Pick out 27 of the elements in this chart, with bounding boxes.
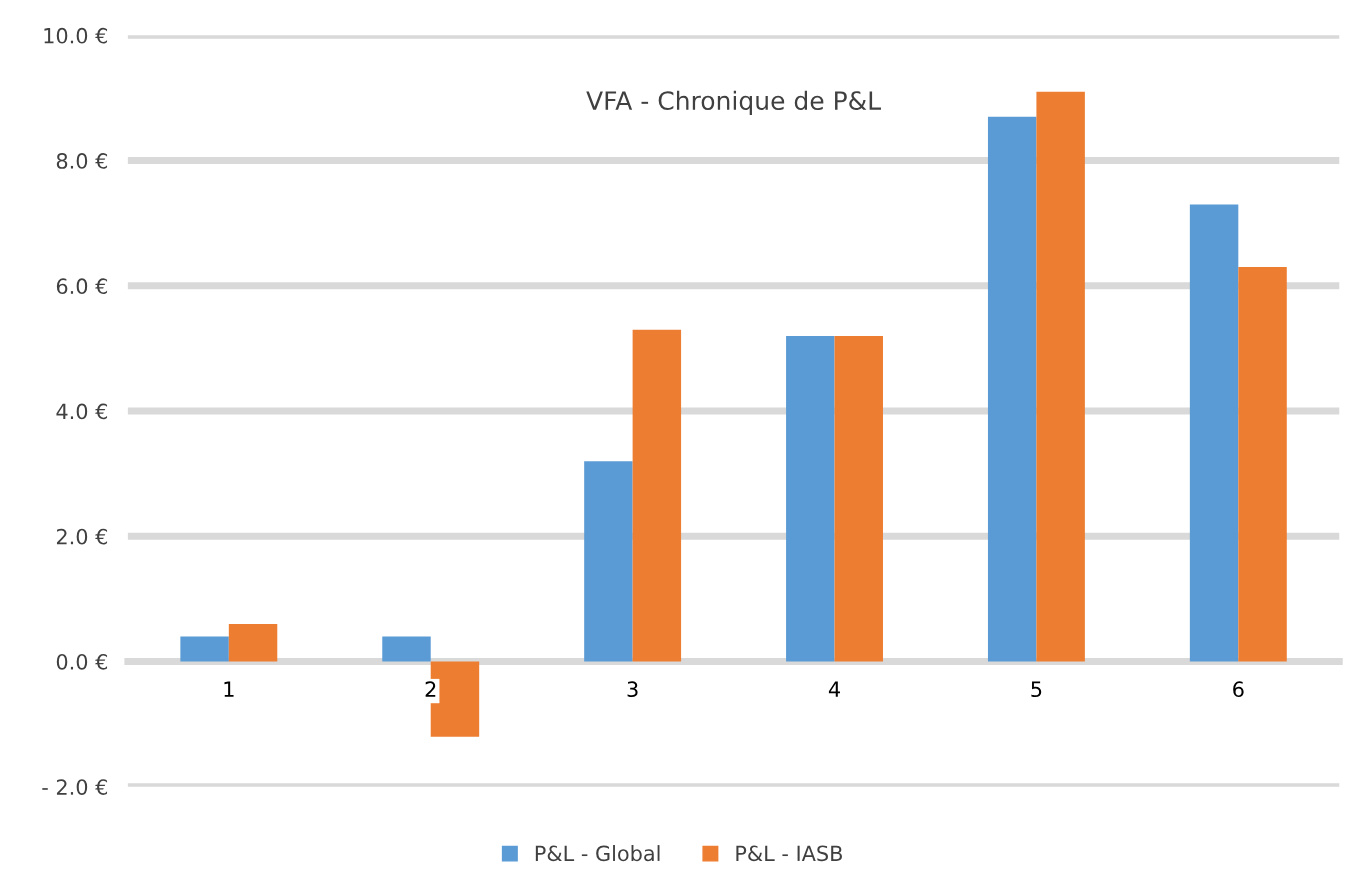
bar [834, 335, 883, 662]
x-tick-label: 1 [224, 681, 234, 697]
bar [382, 636, 431, 662]
y-tick-label: - 2.0 € [42, 779, 108, 795]
x-tick-label: 5 [1031, 681, 1042, 698]
x-tick-label: 6 [1233, 681, 1244, 698]
y-tick-label: 4.0 € [56, 403, 108, 420]
x-tick-label: 2 [425, 681, 436, 697]
x-tick-label: 4 [828, 681, 840, 697]
bar [1036, 91, 1085, 662]
y-tick-label: 2.0 € [56, 528, 108, 545]
legend-label: P&L - IASB [736, 845, 842, 862]
bar [584, 461, 633, 662]
legend-label: P&L - Global [535, 845, 660, 862]
bar [1238, 267, 1287, 662]
y-tick-label: 6.0 € [56, 278, 108, 295]
y-tick-label: 0.0 € [56, 653, 108, 670]
bar [228, 623, 278, 662]
bar [786, 335, 835, 662]
bar [180, 636, 229, 662]
y-tick-label: 10.0 € [44, 27, 108, 44]
y-tick-label: 8.0 € [56, 153, 108, 169]
bar [632, 329, 682, 662]
bar [1189, 204, 1239, 662]
x-tick-label: 3 [627, 681, 638, 698]
bar [987, 116, 1037, 662]
text: VFA - Chronique de P&L [586, 90, 881, 115]
